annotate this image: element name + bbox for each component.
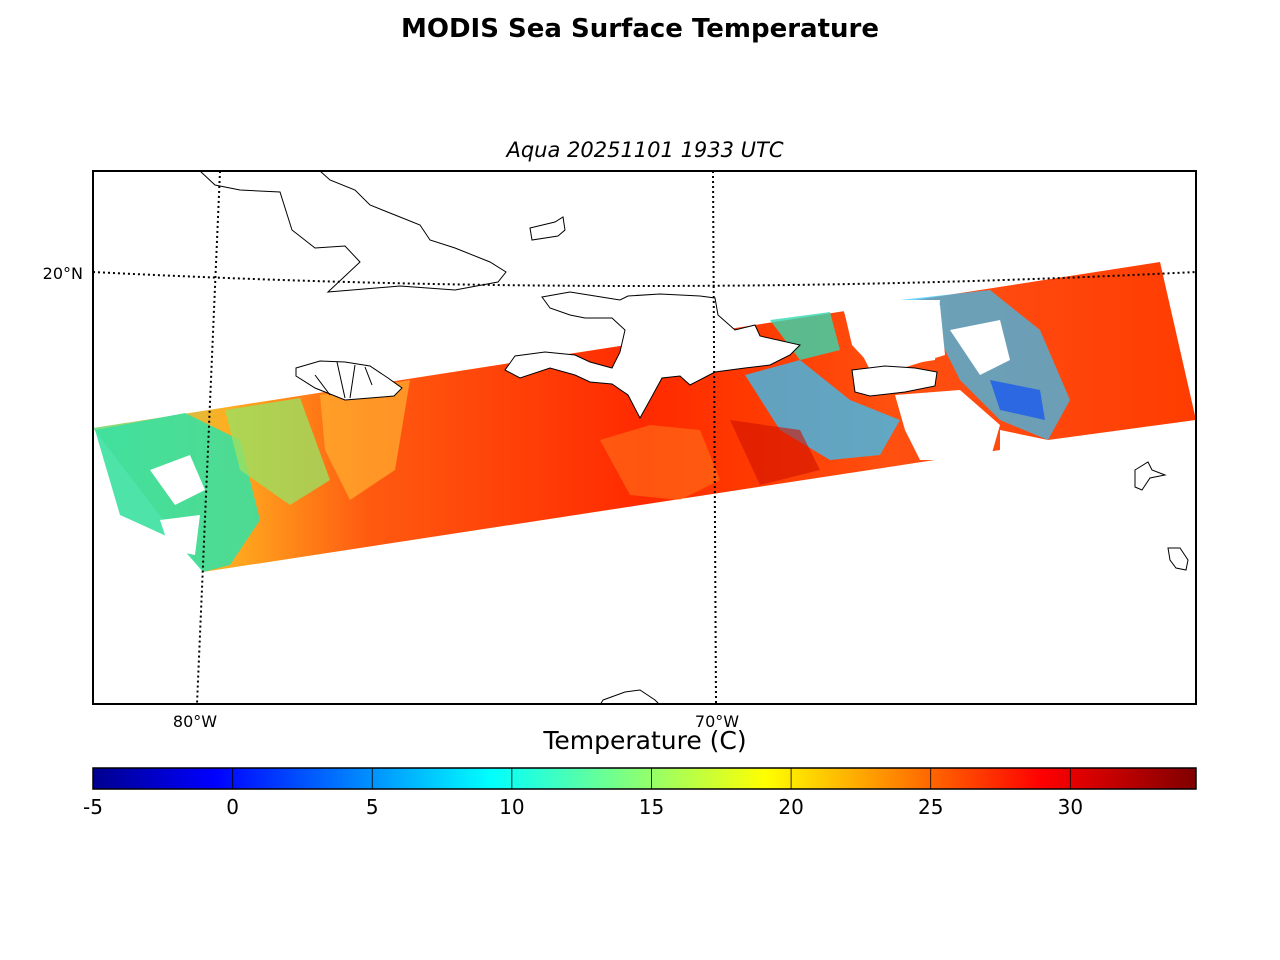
coastlines	[199, 171, 1189, 704]
colorbar-tick-label: 30	[1058, 795, 1083, 819]
leeward-island-2	[1167, 547, 1189, 571]
cool-patches	[95, 290, 1070, 572]
colorbar-tick-label: 20	[778, 795, 803, 819]
puerto-rico-land	[851, 365, 938, 397]
colorbar-label: Temperature (C)	[542, 726, 746, 755]
lon-label-80w: 80°W	[173, 712, 217, 731]
meridian-80w	[196, 171, 221, 704]
parallel-20n	[93, 271, 1196, 287]
cuba-land	[199, 171, 507, 293]
map-panel	[93, 171, 1196, 704]
colorbar-tick-label: -5	[83, 795, 103, 819]
lat-label-20n: 20°N	[43, 264, 83, 283]
island-small	[529, 216, 566, 241]
meridian-70w	[712, 171, 717, 704]
jamaica-internal-borders	[314, 361, 373, 399]
colorbar-tick-label: 25	[918, 795, 943, 819]
graticule	[93, 171, 1196, 704]
colorbar	[92, 767, 1197, 790]
colorbar-tick-label: 5	[366, 795, 379, 819]
hispaniola-land	[504, 291, 801, 420]
leeward-island-1	[1134, 461, 1167, 491]
figure-title: MODIS Sea Surface Temperature	[401, 14, 879, 44]
map-subtitle: Aqua 20251101 1933 UTC	[506, 138, 784, 162]
colorbar-tick-label: 15	[639, 795, 664, 819]
colorbar-tick-label: 0	[226, 795, 239, 819]
colorbar-ticks: -5 0 5 10 15 20 25 30	[83, 768, 1083, 819]
lon-label-70w: 70°W	[695, 712, 739, 731]
colorbar-tick-label: 10	[499, 795, 524, 819]
map-frame	[92, 170, 1197, 705]
missing-data	[845, 305, 1196, 470]
south-coast-land	[600, 689, 660, 704]
jamaica-land	[295, 360, 403, 401]
